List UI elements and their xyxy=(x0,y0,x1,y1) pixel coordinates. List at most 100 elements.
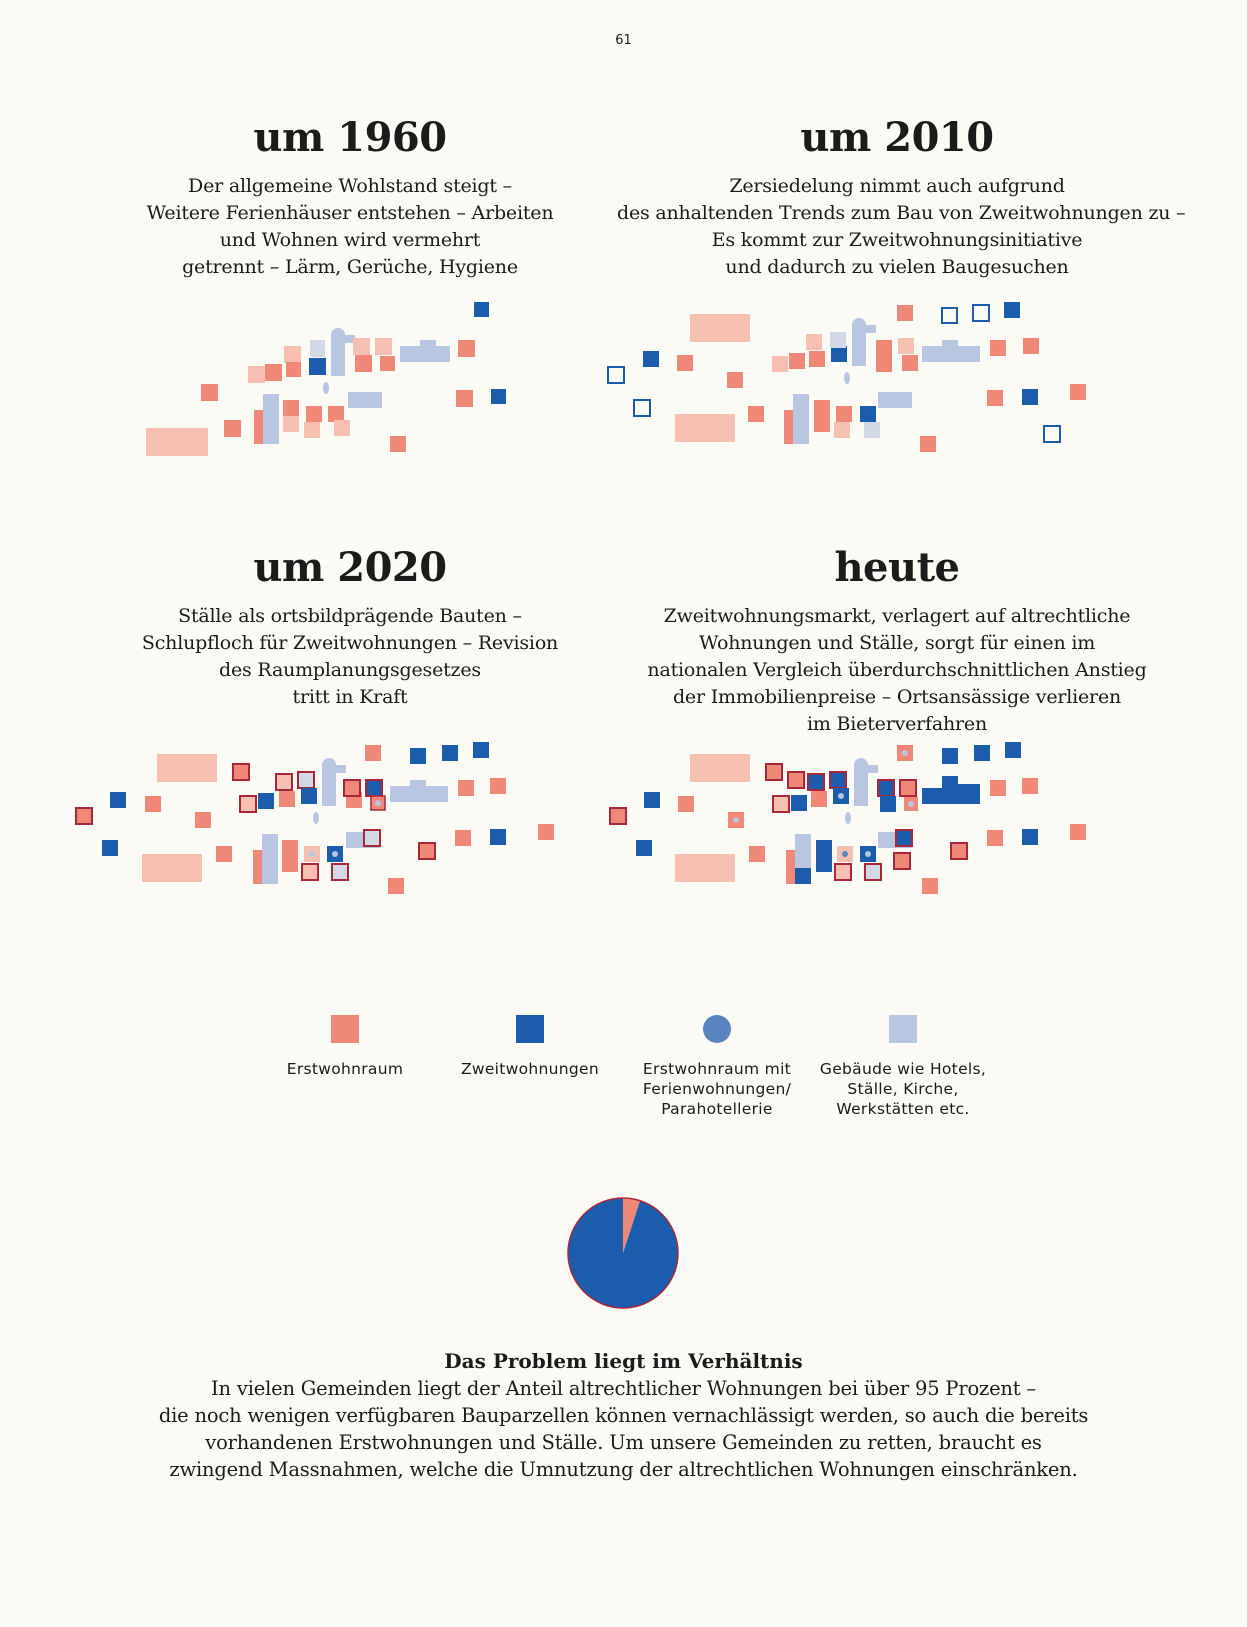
building-erstwohnraum xyxy=(836,406,852,422)
building-zweitwohnung xyxy=(309,358,326,375)
building-erstwohnraum xyxy=(216,846,232,862)
building-erstwohnraum xyxy=(902,355,918,371)
building-erstwohnraum xyxy=(784,410,793,444)
blue-circle-icon xyxy=(703,1015,731,1043)
building-erstwohnraum xyxy=(727,372,743,388)
building-zweitwohnung xyxy=(636,840,652,856)
building-zweitwohnung xyxy=(860,406,876,422)
building-erstwohnraum xyxy=(328,406,344,422)
building-gebaeude xyxy=(795,834,811,868)
village-map-2010 xyxy=(600,300,1160,500)
panel-description: Der allgemeine Wohlstand steigt – Weiter… xyxy=(146,175,554,278)
building-gebaeude-light-outlined xyxy=(864,863,882,881)
building-erstwohnraum xyxy=(458,340,475,357)
ferienwohnung-dot xyxy=(838,793,844,799)
building-gebaeude xyxy=(263,394,279,444)
building-zweitwohnung xyxy=(473,742,489,758)
building-erstwohnraum-light xyxy=(334,420,350,436)
ferienwohnung-dot xyxy=(842,851,848,857)
building-erstwohnraum-outlined xyxy=(787,771,805,789)
village-map-heute xyxy=(600,740,1160,940)
building-erstwohnraum-outlined xyxy=(765,763,783,781)
building-erstwohnraum-light xyxy=(675,414,735,442)
building-erstwohnraum xyxy=(365,745,381,761)
building-erstwohnraum-outlined xyxy=(343,779,361,797)
building-erstwohnraum xyxy=(145,796,161,812)
building-erstwohnraum xyxy=(380,356,395,371)
building-church xyxy=(322,758,346,806)
building-zweitwohnung xyxy=(102,840,118,856)
panel-title: heute xyxy=(834,544,960,591)
building-gebaeude-long xyxy=(922,340,980,362)
legend-item-gebaeude: Gebäude wie Hotels, Ställe, Kirche, Werk… xyxy=(813,1015,993,1119)
panel-1960: um 1960 Der allgemeine Wohlstand steigt … xyxy=(70,113,630,281)
building-erstwohnraum-light xyxy=(806,334,822,350)
building-erstwohnraum xyxy=(987,830,1003,846)
fountain xyxy=(323,382,329,394)
building-erstwohnraum-light xyxy=(146,428,208,456)
building-erstwohnraum-light xyxy=(284,346,301,363)
building-zweitwohnung-outlined xyxy=(807,773,825,791)
building-erstwohnraum xyxy=(987,390,1003,406)
pie-slice-erstwohnraum xyxy=(623,1198,640,1253)
building-erstwohnraum xyxy=(990,340,1006,356)
blue-square-icon xyxy=(516,1015,544,1043)
building-gebaeude-light-outlined xyxy=(297,771,315,789)
building-erstwohnraum xyxy=(224,420,241,437)
building-erstwohnraum-outlined xyxy=(232,763,250,781)
building-erstwohnraum-light xyxy=(353,338,370,355)
pie-chart xyxy=(563,1193,683,1313)
building-erstwohnraum xyxy=(195,812,211,828)
ferienwohnung-dot xyxy=(865,851,871,857)
pie-outline xyxy=(567,1197,679,1309)
fountain xyxy=(313,812,319,824)
building-gebaeude-light xyxy=(830,332,846,348)
legend: Erstwohnraum Zweitwohnungen Erstwohnraum… xyxy=(255,1015,995,1125)
building-erstwohnraum-outlined xyxy=(418,842,436,860)
building-erstwohnraum xyxy=(455,830,471,846)
building-erstwohnraum xyxy=(306,406,322,422)
building-erstwohnraum-light xyxy=(690,754,750,782)
building-zweitwohnung xyxy=(831,346,847,362)
building-erstwohnraum xyxy=(814,400,830,432)
page-number: 61 xyxy=(615,33,632,48)
building-zweitwohnung-outline xyxy=(607,366,625,384)
building-erstwohnraum xyxy=(811,791,827,807)
village-map-1960 xyxy=(70,300,630,500)
building-zweitwohnung-outlined xyxy=(895,829,913,847)
pie-chart-svg xyxy=(567,1197,679,1309)
building-erstwohnraum-light-outlined xyxy=(275,773,293,791)
salmon-square-icon xyxy=(331,1015,359,1043)
building-zweitwohnung xyxy=(880,796,896,812)
building-zweitwohnung-outline xyxy=(633,399,651,417)
building-erstwohnraum-outlined xyxy=(950,842,968,860)
building-gebaeude-light xyxy=(310,340,325,357)
building-erstwohnraum xyxy=(388,878,404,894)
ferienwohnung-dot xyxy=(332,851,338,857)
building-erstwohnraum-light-outlined xyxy=(301,863,319,881)
building-erstwohnraum xyxy=(920,436,936,452)
ferienwohnung-dot xyxy=(902,750,908,756)
building-erstwohnraum xyxy=(538,824,554,840)
building-gebaeude-long xyxy=(400,340,450,362)
building-erstwohnraum-light xyxy=(690,314,750,342)
building-erstwohnraum-light xyxy=(142,854,202,882)
building-erstwohnraum xyxy=(809,351,825,367)
building-zweitwohnung-outline xyxy=(1043,425,1061,443)
building-church xyxy=(331,328,355,376)
building-erstwohnraum xyxy=(253,850,262,884)
building-church xyxy=(854,758,878,806)
building-erstwohnraum xyxy=(748,406,764,422)
legend-item-erstwohnraum: Erstwohnraum xyxy=(255,1015,435,1079)
building-zweitwohnung xyxy=(816,840,832,872)
building-zweitwohnung xyxy=(110,792,126,808)
building-erstwohnraum xyxy=(1022,778,1038,794)
building-erstwohnraum-light xyxy=(283,416,299,432)
building-erstwohnraum xyxy=(990,780,1006,796)
fountain xyxy=(844,372,850,384)
panel-description: Zersiedelung nimmt auch aufgrund des anh… xyxy=(617,175,1186,278)
building-erstwohnraum-outlined xyxy=(609,807,627,825)
building-erstwohnraum xyxy=(1070,384,1086,400)
building-erstwohnraum-light xyxy=(248,366,265,383)
ferienwohnung-dot xyxy=(375,800,381,806)
